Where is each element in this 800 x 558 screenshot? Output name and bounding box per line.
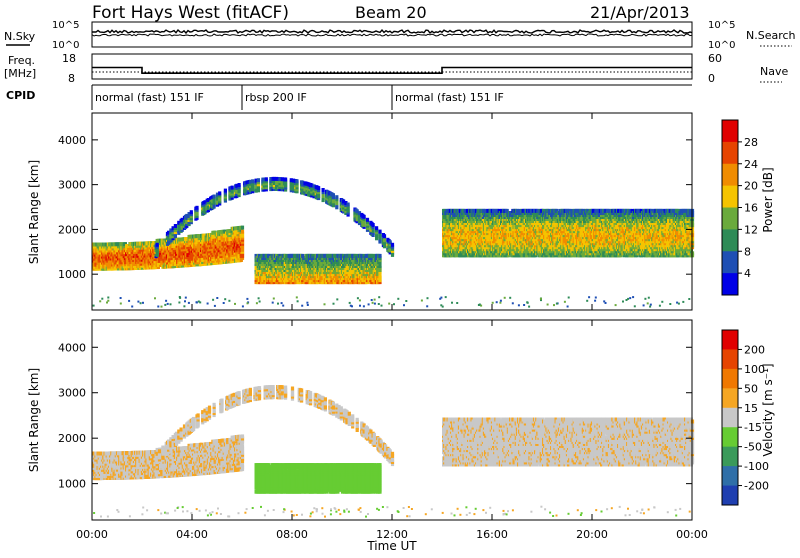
cpid-segment-label: rbsp 200 IF xyxy=(245,91,307,104)
noise-right-tick-low: 10^0 xyxy=(708,40,735,51)
echo-cell xyxy=(375,226,378,230)
echo-cell xyxy=(265,177,268,181)
noise-panel xyxy=(92,22,692,47)
echo-cell xyxy=(156,243,159,247)
nsky-label: N.Sky xyxy=(4,30,36,43)
echo-cell xyxy=(190,210,193,214)
echo-cell xyxy=(378,264,381,268)
echo-cell xyxy=(347,203,350,207)
echo-cell xyxy=(241,230,244,234)
freq-left-tick-high: 18 xyxy=(62,52,76,65)
echo-cell xyxy=(378,274,381,278)
cpid-segment-label: normal (fast) 151 IF xyxy=(95,91,204,104)
echo-cell xyxy=(322,188,325,192)
echo-cell xyxy=(218,191,221,195)
noise-left-tick-low: 10^0 xyxy=(52,40,79,51)
cpid-label: CPID xyxy=(6,89,35,102)
noise-search-line xyxy=(92,34,692,36)
echo-cell xyxy=(241,226,244,230)
noise-right-tick-high: 10^5 xyxy=(708,20,735,31)
echo-cell xyxy=(213,195,216,199)
echo-cell xyxy=(383,234,386,238)
echo-cell xyxy=(378,254,381,258)
echo-cell xyxy=(332,193,335,197)
date-title: 21/Apr/2013 xyxy=(590,3,690,22)
cpid-segments: normal (fast) 151 IF rbsp 200 IF normal (f… xyxy=(92,85,504,110)
echo-cell xyxy=(174,224,177,228)
echo-cell xyxy=(257,178,260,182)
echo-cell xyxy=(391,243,394,247)
echo-cell xyxy=(317,186,320,190)
noise-left-tick-high: 10^5 xyxy=(52,20,79,31)
cpid-segment-label: normal (fast) 151 IF xyxy=(395,91,504,104)
echo-cell xyxy=(251,179,254,183)
echo-cell xyxy=(295,179,298,183)
freq-label: Freq. xyxy=(8,54,35,67)
echo-cell xyxy=(378,230,381,234)
nsearch-label: N.Search xyxy=(746,29,796,42)
beam-title: Beam 20 xyxy=(355,3,427,22)
noise-sky-line xyxy=(92,30,692,33)
echo-cell xyxy=(195,206,198,210)
frequency-line xyxy=(92,68,692,74)
echo-cell xyxy=(238,183,241,187)
echo-cell xyxy=(363,215,366,219)
echo-cell xyxy=(284,178,287,182)
freq-unit-label: [MHz] xyxy=(4,67,36,80)
echo-cell xyxy=(224,189,227,193)
echo-cell xyxy=(366,218,369,222)
echo-cell xyxy=(372,223,375,227)
nave-label: Nave xyxy=(760,65,788,78)
freq-right-tick-low: 0 xyxy=(708,72,715,85)
freq-left-tick-low: 8 xyxy=(68,72,75,85)
frequency-panel xyxy=(92,54,692,79)
echo-cell xyxy=(335,195,338,199)
freq-right-tick-high: 60 xyxy=(708,52,722,65)
echo-cell xyxy=(231,186,234,190)
radar-title: Fort Hays West (fitACF) xyxy=(92,3,289,23)
